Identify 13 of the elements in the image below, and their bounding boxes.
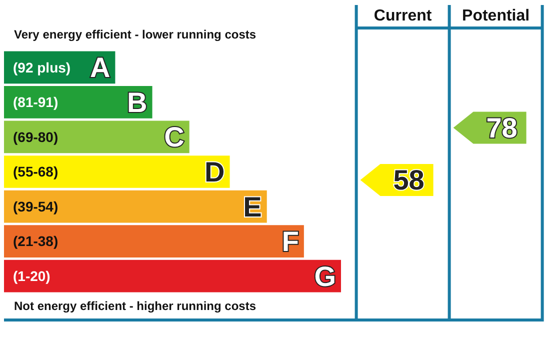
category-label: (55-68) D <box>13 156 225 188</box>
category-label: (39-54) E <box>13 191 262 222</box>
category-label: (92 plus) A <box>13 52 110 84</box>
category-label: (81-91) B <box>13 86 148 118</box>
category-label: Current <box>374 7 432 24</box>
category-label: Potential <box>462 7 530 24</box>
data-label: 58 <box>393 164 424 196</box>
category-label: (69-80) C <box>13 122 184 153</box>
text: Not energy efficient - higher running costs <box>14 298 256 313</box>
category-label: (21-38) F <box>13 226 299 258</box>
category-label: (1-20) G <box>13 260 336 292</box>
text: Very energy efficient - lower running costs <box>14 27 256 42</box>
data-label: 78 <box>486 112 518 144</box>
